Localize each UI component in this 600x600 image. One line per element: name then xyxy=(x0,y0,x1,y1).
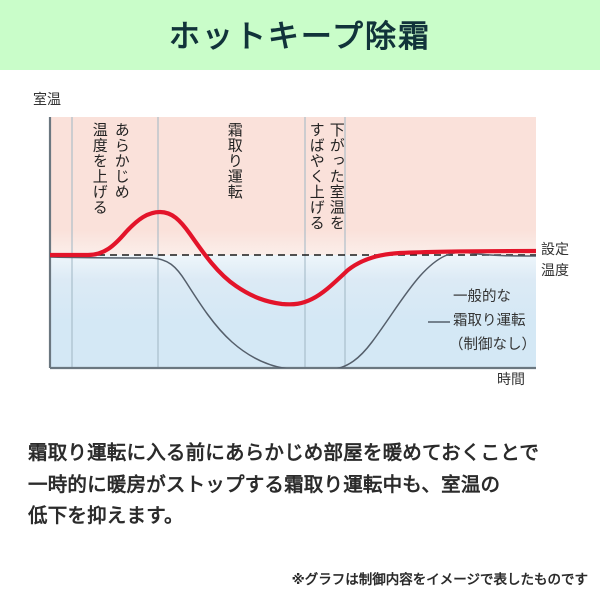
legend-label-line3: （制御なし） xyxy=(449,337,536,353)
phase-dividers xyxy=(71,117,346,368)
series-hot-keep-defrost xyxy=(50,209,536,307)
annotation-phase1-col2: あらかじめ xyxy=(112,122,130,200)
temperature-chart xyxy=(48,117,536,370)
chart-figure: 室温 時間 設定 温度 あらかじめ 温度を上げる 霜取り運転 下がった室温を す… xyxy=(0,70,600,400)
band-above-setpoint xyxy=(50,117,536,255)
legend-label-line2: 霜取り運転 xyxy=(453,313,526,329)
setpoint-label-line1: 設定 xyxy=(541,241,569,257)
annotation-phase3-col1: すばやく上げる xyxy=(307,122,325,231)
series-general-defrost xyxy=(50,251,536,368)
annotation-phase2: 霜取り運転 xyxy=(225,122,243,200)
band-below-setpoint xyxy=(50,255,536,368)
legend-label-line1: 一般的な xyxy=(453,289,511,305)
description-text: 霜取り運転に入る前にあらかじめ部屋を暖めておくことで 一時的に暖房がストップする… xyxy=(28,438,578,533)
page-title: ホットキープ除霜 xyxy=(168,18,432,54)
x-axis-label: 時間 xyxy=(497,371,525,387)
setpoint-label-line2: 温度 xyxy=(541,262,569,278)
description-line-1: 霜取り運転に入る前にあらかじめ部屋を暖めておくことで xyxy=(28,442,540,464)
description-line-3: 低下を抑えます。 xyxy=(28,505,184,528)
annotation-phase3-col2: 下がった室温を xyxy=(327,122,345,231)
header-banner: ホットキープ除霜 xyxy=(0,0,600,70)
y-axis-label: 室温 xyxy=(33,91,61,107)
footnote-text: ※グラフは制御内容をイメージで表したものです xyxy=(291,572,588,587)
description-line-2: 一時的に暖房がストップする霜取り運転中も、室温の xyxy=(28,473,501,496)
annotation-phase1-col1: 温度を上げる xyxy=(90,122,108,215)
